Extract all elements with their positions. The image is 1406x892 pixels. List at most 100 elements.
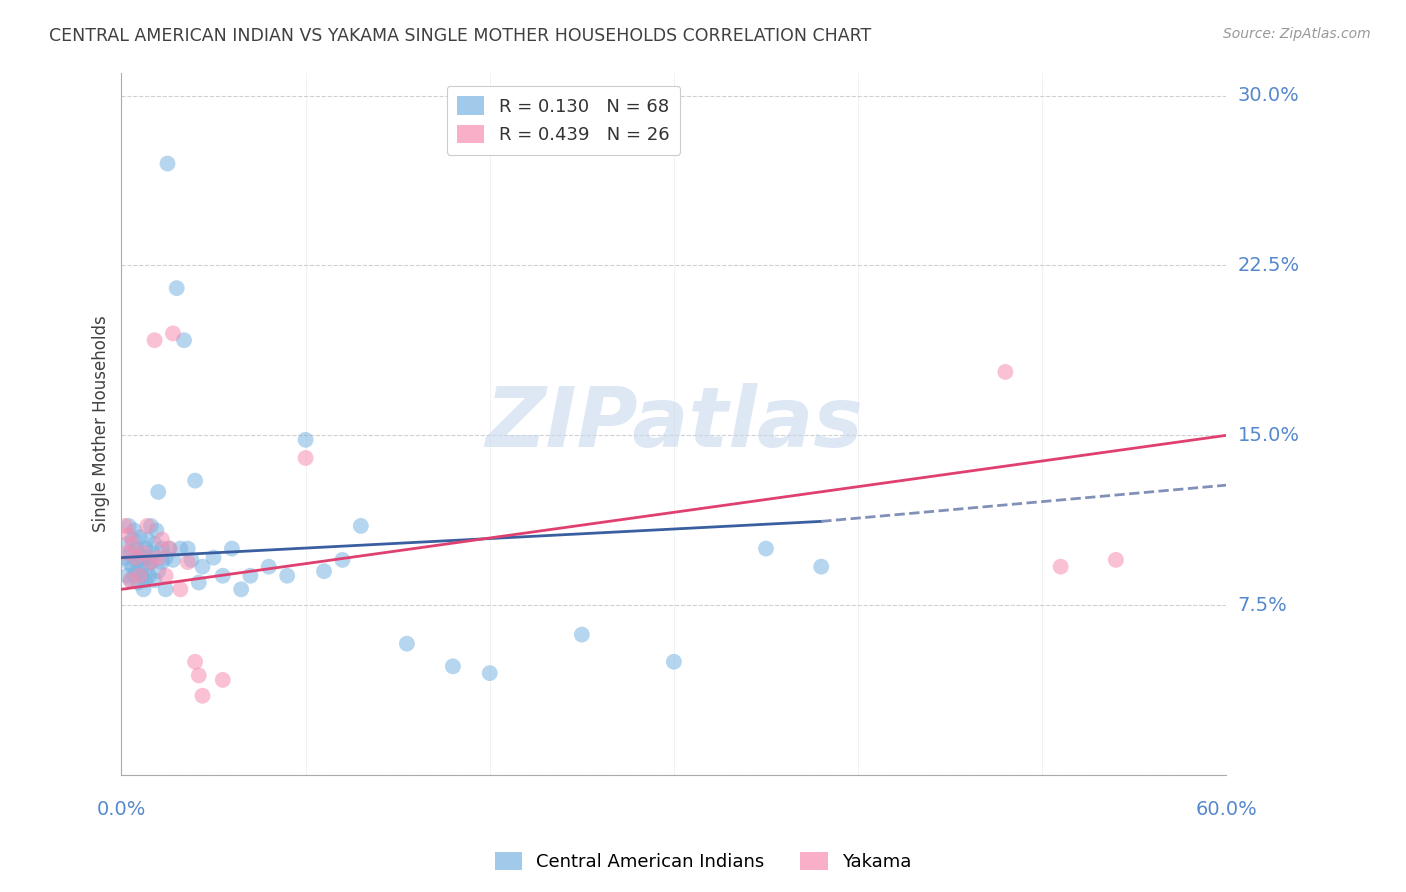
Point	[148, 485, 170, 500]
Text: 30.0%: 30.0%	[1237, 87, 1299, 105]
Point	[1049, 559, 1071, 574]
Point	[125, 553, 148, 567]
Point	[191, 689, 214, 703]
Point	[134, 574, 156, 588]
Point	[169, 541, 191, 556]
Point	[180, 553, 202, 567]
Point	[184, 474, 207, 488]
Text: 7.5%: 7.5%	[1237, 596, 1288, 615]
Point	[136, 559, 159, 574]
Point	[138, 550, 160, 565]
Point	[155, 568, 177, 582]
Point	[350, 519, 373, 533]
Point	[478, 666, 501, 681]
Point	[191, 559, 214, 574]
Point	[810, 559, 832, 574]
Point	[148, 550, 170, 565]
Point	[120, 574, 142, 588]
Point	[128, 530, 150, 544]
Point	[132, 550, 155, 565]
Legend: Central American Indians, Yakama: Central American Indians, Yakama	[488, 845, 918, 879]
Point	[257, 559, 280, 574]
Point	[395, 637, 418, 651]
Text: CENTRAL AMERICAN INDIAN VS YAKAMA SINGLE MOTHER HOUSEHOLDS CORRELATION CHART: CENTRAL AMERICAN INDIAN VS YAKAMA SINGLE…	[49, 27, 872, 45]
Point	[177, 541, 200, 556]
Point	[118, 519, 141, 533]
Point	[114, 519, 136, 533]
Point	[120, 546, 142, 560]
Point	[162, 553, 184, 567]
Text: ZIPatlas: ZIPatlas	[485, 384, 863, 465]
Point	[132, 582, 155, 597]
Point	[169, 582, 191, 597]
Y-axis label: Single Mother Households: Single Mother Households	[93, 316, 110, 533]
Text: Source: ZipAtlas.com: Source: ZipAtlas.com	[1223, 27, 1371, 41]
Point	[312, 564, 335, 578]
Point	[211, 568, 233, 582]
Text: 0.0%: 0.0%	[97, 800, 146, 819]
Point	[120, 574, 142, 588]
Point	[136, 519, 159, 533]
Point	[128, 568, 150, 582]
Point	[118, 555, 141, 569]
Point	[157, 541, 180, 556]
Point	[187, 668, 209, 682]
Point	[131, 568, 153, 582]
Point	[127, 575, 149, 590]
Point	[571, 627, 593, 641]
Point	[294, 450, 316, 465]
Point	[202, 550, 225, 565]
Point	[332, 553, 354, 567]
Point	[139, 555, 162, 569]
Point	[136, 533, 159, 547]
Legend: R = 0.130   N = 68, R = 0.439   N = 26: R = 0.130 N = 68, R = 0.439 N = 26	[447, 86, 681, 155]
Text: 60.0%: 60.0%	[1195, 800, 1257, 819]
Point	[150, 533, 173, 547]
Point	[138, 568, 160, 582]
Point	[139, 519, 162, 533]
Point	[143, 537, 166, 551]
Point	[131, 559, 153, 574]
Point	[118, 528, 141, 542]
Point	[221, 541, 243, 556]
Point	[150, 541, 173, 556]
Point	[187, 575, 209, 590]
Point	[124, 524, 146, 538]
Point	[115, 546, 138, 560]
Point	[145, 524, 167, 538]
Point	[231, 582, 253, 597]
Point	[239, 568, 262, 582]
Point	[134, 541, 156, 556]
Point	[128, 546, 150, 560]
Point	[115, 537, 138, 551]
Point	[156, 156, 179, 170]
Text: 15.0%: 15.0%	[1237, 425, 1299, 445]
Point	[177, 555, 200, 569]
Point	[127, 564, 149, 578]
Point	[139, 555, 162, 569]
Point	[142, 546, 165, 560]
Point	[184, 655, 207, 669]
Point	[125, 541, 148, 556]
Point	[1105, 553, 1128, 567]
Point	[166, 281, 188, 295]
Point	[121, 537, 143, 551]
Point	[115, 568, 138, 582]
Point	[173, 333, 195, 347]
Point	[276, 568, 298, 582]
Point	[114, 550, 136, 565]
Point	[662, 655, 685, 669]
Point	[994, 365, 1017, 379]
Point	[121, 533, 143, 547]
Point	[143, 333, 166, 347]
Point	[125, 550, 148, 565]
Point	[157, 541, 180, 556]
Point	[162, 326, 184, 341]
Point	[294, 433, 316, 447]
Point	[441, 659, 464, 673]
Point	[155, 550, 177, 565]
Point	[143, 574, 166, 588]
Point	[150, 555, 173, 569]
Point	[155, 582, 177, 597]
Point	[148, 564, 170, 578]
